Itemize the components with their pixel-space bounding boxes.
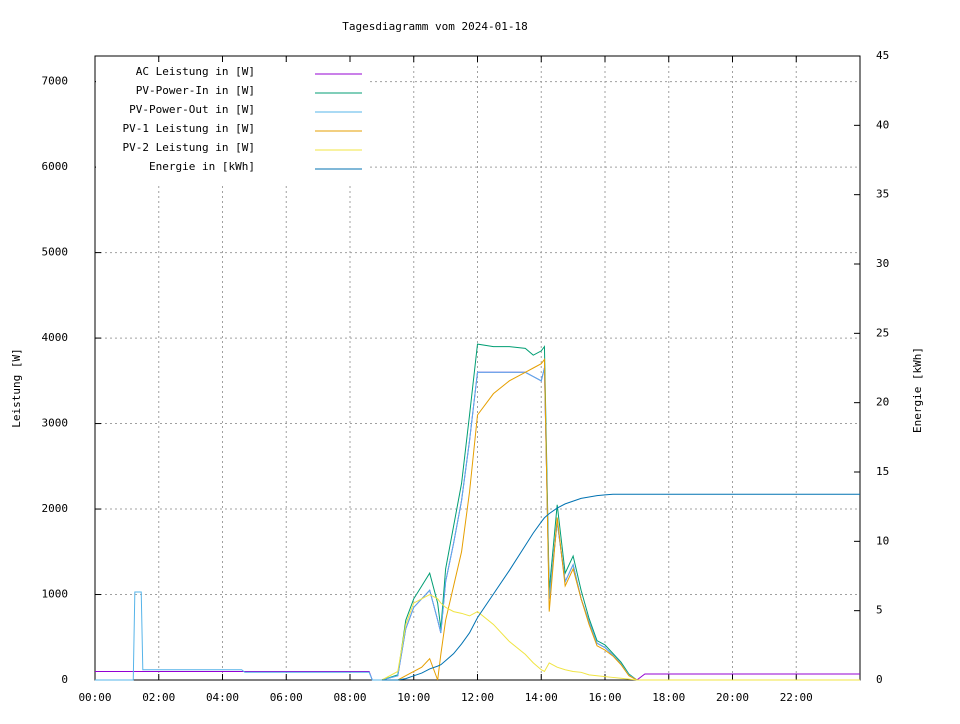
y-tick-label: 0 [61,673,68,686]
series-line [95,367,860,681]
y-tick-label: 3000 [42,417,69,430]
x-tick-label: 16:00 [588,691,621,704]
y2-tick-label: 10 [876,534,889,547]
series-line [381,343,860,681]
legend-label: PV-Power-Out in [W] [129,103,255,116]
y2-tick-label: 40 [876,118,889,131]
y2-axis-label: Energie [kWh] [911,347,924,433]
x-tick-label: 12:00 [461,691,494,704]
series-line [381,357,860,681]
x-tick-label: 06:00 [270,691,303,704]
series-line [381,493,860,681]
legend-label: PV-2 Leistung in [W] [123,141,255,154]
y2-tick-label: 15 [876,465,889,478]
y-tick-label: 7000 [42,75,69,88]
y2-tick-label: 5 [876,604,883,617]
y2-tick-label: 20 [876,396,889,409]
legend-label: PV-Power-In in [W] [136,84,255,97]
x-tick-label: 02:00 [142,691,175,704]
y-tick-label: 1000 [42,588,69,601]
legend-label: AC Leistung in [W] [136,65,255,78]
legend-label: Energie in [kWh] [149,160,255,173]
plot-frame [94,55,861,681]
y2-tick-label: 25 [876,326,889,339]
x-tick-label: 18:00 [652,691,685,704]
series-line [381,593,860,681]
x-tick-label: 14:00 [525,691,558,704]
y-tick-label: 2000 [42,502,69,515]
legend-box [96,62,368,184]
y2-tick-label: 30 [876,257,889,270]
x-tick-label: 22:00 [780,691,813,704]
x-tick-label: 04:00 [206,691,239,704]
x-tick-label: 20:00 [716,691,749,704]
x-tick-label: 08:00 [333,691,366,704]
y2-tick-label: 45 [876,49,889,62]
y2-tick-label: 35 [876,188,889,201]
x-tick-label: 00:00 [78,691,111,704]
y-axis-label: Leistung [W] [10,348,23,427]
y-tick-label: 4000 [42,331,69,344]
legend-label: PV-1 Leistung in [W] [123,122,255,135]
y-tick-label: 5000 [42,246,69,259]
y2-tick-label: 0 [876,673,883,686]
chart-title: Tagesdiagramm vom 2024-01-18 [342,20,527,33]
x-tick-label: 10:00 [397,691,430,704]
y-tick-label: 6000 [42,160,69,173]
